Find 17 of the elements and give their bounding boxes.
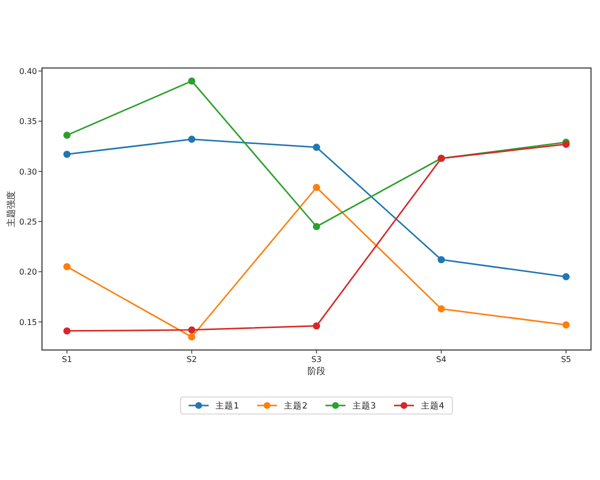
y-tick-label: 0.25 [19,218,37,227]
y-axis-title: 主题强度 [6,191,17,227]
x-tick-label: S2 [186,355,197,364]
y-tick-label: 0.30 [19,167,37,176]
legend-label: 主题4 [420,400,444,412]
x-tick-label: S5 [560,355,572,364]
x-tick-label: S1 [62,355,72,364]
y-tick-label: 0.40 [19,67,37,76]
legend-label: 主题1 [216,400,240,412]
x-tick-label: S3 [311,355,322,364]
y-tick-label: 0.20 [19,268,37,277]
y-tick-label: 0.35 [19,117,37,126]
legend-label: 主题2 [284,400,308,412]
x-tick-label: S4 [436,355,446,364]
y-tick-label: 0.15 [19,318,37,327]
legend-label: 主题3 [352,400,376,412]
x-axis-title: 阶段 [308,366,326,377]
